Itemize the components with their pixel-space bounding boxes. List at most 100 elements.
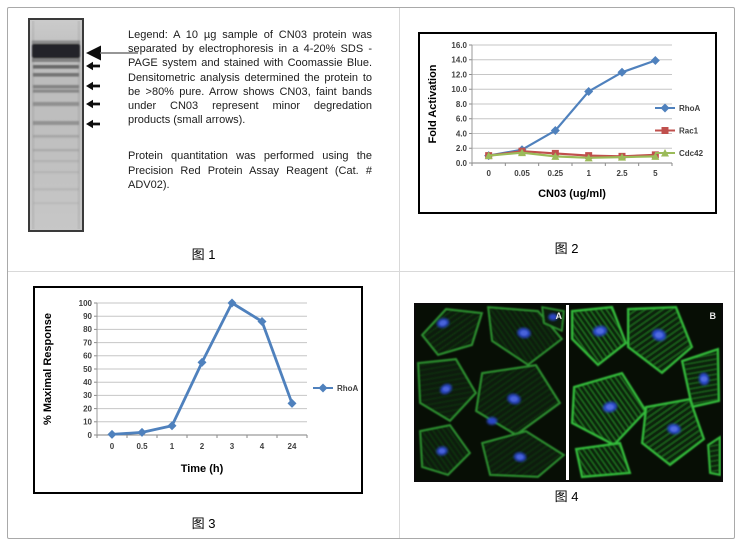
rect-shape <box>32 58 80 62</box>
band-arrows <box>84 18 142 232</box>
data-point-marker <box>660 103 670 113</box>
ellipse-shape <box>520 330 528 336</box>
ellipse-shape <box>655 332 663 338</box>
document-frame: Legend: A 10 µg sample of CN03 protein w… <box>7 7 735 539</box>
x-tick-label: 2 <box>200 442 205 451</box>
data-point-marker <box>318 383 328 393</box>
figure3-chart: 0 10 20 30 40 50 60 70 80 90 100 0 0.5 1 2 3 4 24 Time (h)… <box>33 286 363 494</box>
y-tick-label: 4.0 <box>456 129 468 138</box>
data-point-marker <box>551 152 560 160</box>
rect-shape <box>33 65 79 69</box>
data-point-marker <box>518 148 526 157</box>
x-axis-title: CN03 (ug/ml) <box>538 188 606 200</box>
cell <box>571 305 628 367</box>
polygon-shape <box>86 45 101 61</box>
data-point-marker <box>550 126 560 136</box>
legend-label: RhoA <box>679 104 701 113</box>
y-tick-label: 50 <box>83 365 92 374</box>
figure4-caption: 图 4 <box>554 489 579 504</box>
ellipse-shape <box>700 376 708 382</box>
y-tick-label: 100 <box>79 299 93 308</box>
data-point-marker <box>618 153 626 161</box>
figure2-chart: 0.0 2.0 4.0 6.0 8.0 10.0 12.0 14.0 16.0 0 0.05 0.25… <box>418 32 717 214</box>
svg-shape <box>86 45 138 129</box>
series-Cdc42-line <box>488 151 656 159</box>
rect-shape <box>33 135 79 138</box>
data-point-marker <box>651 152 660 160</box>
panel-b-cells <box>570 305 721 479</box>
ellipse-shape <box>548 313 558 321</box>
time-course-chart-svg: 0 10 20 30 40 50 60 70 80 90 100 0 0.5 1 2 3 4 24 Time (h)… <box>42 298 359 475</box>
x-tick-label: 3 <box>230 442 235 451</box>
x-tick-label: 0 <box>110 442 115 451</box>
data-point-marker <box>257 316 267 326</box>
figure1-text-block: Legend: A 10 µg sample of CN03 protein w… <box>128 28 372 192</box>
data-point-marker <box>584 86 594 96</box>
horizontal-divider <box>8 271 734 272</box>
rect-shape <box>32 40 80 45</box>
y-tick-label: 30 <box>83 391 92 400</box>
y-tick-label: 40 <box>83 378 92 387</box>
ellipse-shape <box>439 320 447 326</box>
gel-lane-image <box>28 18 84 232</box>
gel-main-band <box>32 44 80 58</box>
micrograph-svg: A B <box>416 305 721 480</box>
rect-shape <box>33 188 79 191</box>
data-point-marker <box>584 153 593 162</box>
ellipse-shape <box>442 386 450 392</box>
y-tick-label: 2.0 <box>456 144 468 153</box>
cell <box>680 347 721 409</box>
ellipse-shape <box>516 454 524 460</box>
rect-shape <box>33 202 79 205</box>
ellipse-shape <box>606 404 614 410</box>
data-point-marker <box>167 421 177 431</box>
rect-shape <box>33 160 79 163</box>
rect-shape <box>33 149 79 152</box>
cell <box>475 364 562 437</box>
figure3-caption: 图 3 <box>191 516 216 531</box>
rect-shape <box>33 85 79 89</box>
y-tick-label: 16.0 <box>451 41 467 50</box>
x-axis-title: Time (h) <box>181 463 224 475</box>
x-tick-label: 5 <box>653 169 658 178</box>
cell <box>420 308 484 357</box>
y-tick-label: 60 <box>83 352 92 361</box>
data-point-marker <box>197 357 207 367</box>
cell <box>574 441 632 479</box>
x-tick-label: 1 <box>170 442 175 451</box>
data-point-marker <box>661 149 669 157</box>
path-shape <box>708 437 720 475</box>
y-tick-label: 90 <box>83 312 92 321</box>
data-point-marker <box>107 429 117 439</box>
ellipse-shape <box>510 396 518 402</box>
x-tick-label: 0 <box>486 169 491 178</box>
figure1-caption: 图 1 <box>191 247 216 262</box>
y-tick-label: 8.0 <box>456 100 468 109</box>
minor-band-arrow-icon <box>86 61 100 71</box>
panel-b-label: B <box>710 311 717 321</box>
x-tick-label: 0.5 <box>136 442 148 451</box>
y-tick-label: 0.0 <box>456 159 468 168</box>
ellipse-shape <box>596 328 604 334</box>
figure2-caption: 图 2 <box>554 241 579 256</box>
main-band-arrow-icon <box>86 45 138 61</box>
path-shape <box>576 443 630 477</box>
x-tick-label: 4 <box>260 442 265 451</box>
y-tick-label: 20 <box>83 404 92 413</box>
y-tick-label: 70 <box>83 338 92 347</box>
minor-band-arrow-icon <box>86 99 100 109</box>
y-tick-label: 14.0 <box>451 56 467 65</box>
y-tick-label: 10 <box>83 418 92 427</box>
data-point-marker <box>137 427 147 437</box>
rect-shape <box>33 121 79 125</box>
gel-bands <box>32 40 80 205</box>
minor-band-arrow-icon <box>86 119 100 129</box>
cell <box>627 305 694 375</box>
panel-a-label: A <box>556 311 563 321</box>
ellipse-shape <box>486 417 498 425</box>
x-tick-label: 24 <box>288 442 297 451</box>
gel-legend-paragraph: Legend: A 10 µg sample of CN03 protein w… <box>128 29 372 127</box>
rect-shape <box>33 73 79 77</box>
rect-shape <box>33 89 79 93</box>
ellipse-shape <box>670 426 678 432</box>
